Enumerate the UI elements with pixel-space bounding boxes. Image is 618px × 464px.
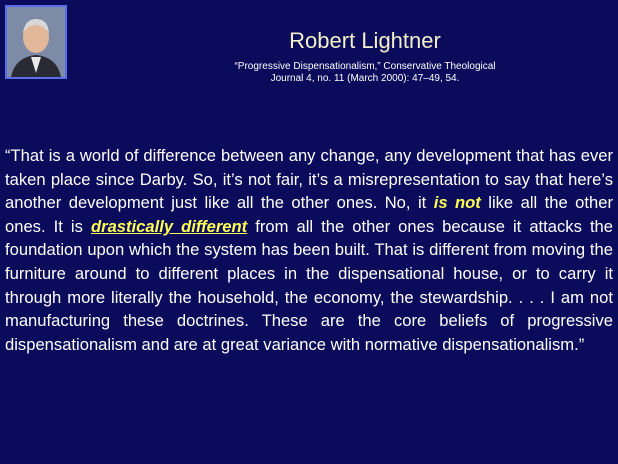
quote-emphasis: drastically different	[91, 217, 247, 236]
quote: “That is a world of difference between a…	[5, 144, 613, 356]
quote-text: from all the other ones because it attac…	[5, 217, 613, 354]
citation: “Progressive Dispensationalism,” Conserv…	[160, 61, 570, 85]
speaker-name: Robert Lightner	[160, 28, 570, 54]
quote-emphasis: is not	[434, 193, 481, 212]
portrait-photo	[5, 5, 67, 79]
slide: Robert Lightner “Progressive Dispensatio…	[0, 0, 618, 464]
portrait-illustration	[7, 7, 65, 77]
citation-line: “Progressive Dispensationalism,” Conserv…	[160, 61, 570, 73]
citation-line: Journal 4, no. 11 (March 2000): 47–49, 5…	[160, 73, 570, 85]
